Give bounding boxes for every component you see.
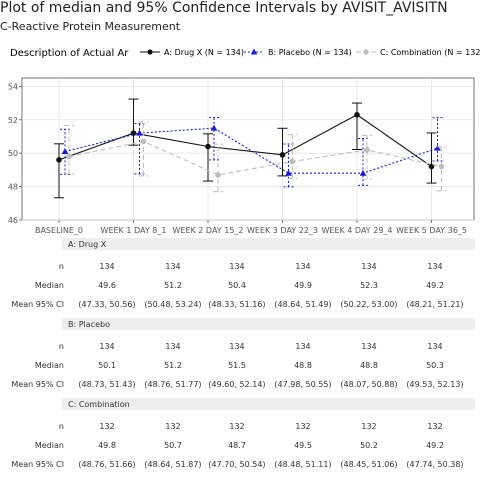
table-cell: 51.5	[228, 361, 246, 370]
legend-marker	[147, 49, 152, 54]
table-cell: (48.76, 51.66)	[78, 460, 135, 469]
table-cell: 132	[361, 422, 376, 431]
table-cell: (49.60, 52.14)	[208, 380, 265, 389]
row-label: Mean 95% CI	[11, 380, 64, 389]
group-header-band	[62, 318, 475, 330]
table-cell: (48.45, 51.06)	[340, 460, 397, 469]
legend: Description of Actual Ar A: Drug X (N = 1…	[10, 48, 480, 59]
table-cell: 134	[427, 342, 442, 351]
y-tick-label: 50	[8, 149, 18, 158]
table-cell: 50.3	[426, 361, 444, 370]
table-cell: 49.2	[426, 281, 444, 290]
table-cell: 134	[99, 262, 114, 271]
y-tick-label: 52	[8, 116, 18, 125]
table-cell: 134	[165, 262, 180, 271]
table-cell: 48.8	[294, 361, 312, 370]
row-label: n	[59, 342, 64, 351]
legend-entry: B: Placebo (N = 134)	[268, 48, 352, 57]
table-cell: 134	[361, 262, 376, 271]
table-cell: 132	[99, 422, 114, 431]
x-tick-label: WEEK 5 DAY 36_5	[396, 226, 467, 235]
table-cell: 132	[427, 422, 442, 431]
legend-title: Description of Actual Ar	[10, 48, 129, 59]
table-cell: 50.7	[164, 441, 182, 450]
table-cell: (47.33, 50.56)	[78, 300, 135, 309]
table-cell: 48.7	[228, 441, 246, 450]
data-point	[354, 112, 360, 118]
plot-area: 46 48 50 52 54 BASELINE_0 WEEK 1 DAY 8_1 WEEK 2…	[8, 78, 474, 235]
table-cell: (47.70, 50.54)	[208, 460, 265, 469]
x-tick-label: BASELINE_0	[35, 226, 83, 235]
data-point	[141, 139, 147, 145]
table-cell: 50.2	[360, 441, 378, 450]
table-cell: 134	[295, 262, 310, 271]
table-cell: 134	[229, 262, 244, 271]
x-tick-label: WEEK 4 DAY 29_4	[321, 226, 392, 235]
x-tick-label: WEEK 1 DAY 8_1	[101, 226, 167, 235]
y-tick-label: 46	[8, 216, 18, 225]
table-cell: 49.5	[294, 441, 312, 450]
table-cell: (48.76, 51.77)	[144, 380, 201, 389]
table-cell: (48.64, 51.49)	[274, 300, 331, 309]
table-cell: 134	[165, 342, 180, 351]
data-point	[439, 164, 445, 170]
x-tick-label: WEEK 3 DAY 22_3	[247, 226, 318, 235]
data-point	[364, 147, 370, 153]
table-cell: (48.48, 51.11)	[274, 460, 331, 469]
row-label: n	[59, 262, 64, 271]
table-cell: 52.3	[360, 281, 378, 290]
table-cell: 51.2	[164, 361, 182, 370]
legend-entry: A: Drug X (N = 134)	[164, 48, 244, 57]
table-cell: 49.6	[98, 281, 116, 290]
data-point	[205, 144, 211, 150]
table-cell: 49.2	[426, 441, 444, 450]
group-header: B: Placebo	[68, 320, 110, 329]
table-cell: 50.1	[98, 361, 116, 370]
table-cell: (48.64, 51.87)	[144, 460, 201, 469]
data-point	[290, 159, 296, 165]
table-cell: (49.53, 52.13)	[406, 380, 463, 389]
row-label: Median	[35, 281, 64, 290]
data-point	[280, 152, 286, 158]
legend-entry: C: Combination (N = 132)	[380, 48, 480, 57]
table-cell: (48.73, 51.43)	[78, 380, 135, 389]
data-point	[66, 154, 72, 160]
table-cell: 49.9	[294, 281, 312, 290]
table-cell: 134	[361, 342, 376, 351]
table-cell: 134	[229, 342, 244, 351]
table-cell: 134	[99, 342, 114, 351]
table-cell: 48.8	[360, 361, 378, 370]
table-cell: 51.2	[164, 281, 182, 290]
table-cell: 49.8	[98, 441, 116, 450]
row-label: Median	[35, 361, 64, 370]
table-cell: (50.48, 53.24)	[144, 300, 201, 309]
table-cell: (50.22, 53.00)	[340, 300, 397, 309]
row-label: n	[59, 422, 64, 431]
group-header: C: Combination	[68, 400, 130, 409]
table-cell: (48.33, 51.16)	[208, 300, 265, 309]
table-cell: 50.4	[228, 281, 246, 290]
table-cell: 134	[427, 262, 442, 271]
table-cell: (47.74, 50.38)	[406, 460, 463, 469]
table-cell: 134	[295, 342, 310, 351]
data-point	[215, 172, 221, 178]
table-cell: 132	[229, 422, 244, 431]
table-cell: (47.98, 50.55)	[274, 380, 331, 389]
x-tick-label: WEEK 2 DAY 15_2	[172, 226, 243, 235]
table-cell: (48.21, 51.21)	[406, 300, 463, 309]
row-label: Median	[35, 441, 64, 450]
table-cell: 132	[165, 422, 180, 431]
row-label: Mean 95% CI	[11, 460, 64, 469]
data-point	[56, 157, 62, 163]
table-cell: (48.07, 50.88)	[340, 380, 397, 389]
group-header: A: Drug X	[68, 240, 107, 249]
summary-table: A: Drug X n 134 134 134 134 134 134 Median 49.6 51…	[11, 238, 475, 469]
legend-marker	[363, 49, 368, 54]
table-cell: 132	[295, 422, 310, 431]
y-tick-label: 48	[8, 183, 18, 192]
group-header-band	[62, 238, 475, 250]
row-label: Mean 95% CI	[11, 300, 64, 309]
y-tick-label: 54	[8, 82, 18, 91]
